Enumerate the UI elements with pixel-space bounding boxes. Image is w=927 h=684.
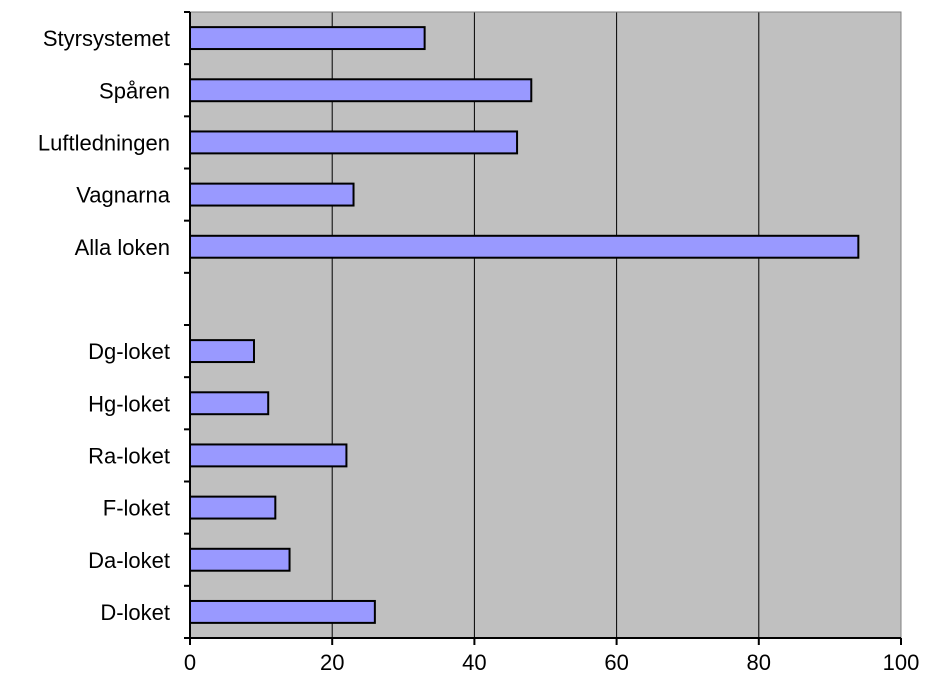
category-label: Hg-loket: [88, 391, 170, 416]
category-label: Da-loket: [88, 548, 170, 573]
category-label: Alla loken: [75, 235, 170, 260]
category-labels: Styrsystemet Spåren Luftledningen Vagnarna A…: [38, 26, 171, 625]
bar: [189, 130, 519, 155]
x-tick-label: 100: [883, 650, 920, 675]
bar: [189, 547, 291, 572]
bar: [189, 391, 270, 416]
category-label: Vagnarna: [76, 183, 171, 208]
category-label: Styrsystemet: [43, 26, 170, 51]
bar: [189, 26, 426, 51]
category-label: F-loket: [103, 496, 170, 521]
x-tick-label: 80: [747, 650, 771, 675]
bar: [189, 78, 533, 103]
x-tick-label: 40: [462, 650, 486, 675]
bar: [189, 495, 277, 520]
bar: [189, 443, 348, 468]
category-label: Spåren: [99, 78, 170, 103]
bar: [189, 234, 860, 259]
bar: [189, 182, 355, 207]
x-tick-label: 20: [320, 650, 344, 675]
axes: [184, 11, 902, 645]
category-label: Dg-loket: [88, 339, 170, 364]
category-label: Luftledningen: [38, 130, 170, 155]
category-label: D-loket: [100, 600, 170, 625]
x-tick-labels: 0 20 40 60 80 100: [184, 650, 919, 675]
bar: [189, 339, 255, 364]
x-tick-label: 60: [604, 650, 628, 675]
plot-area: [190, 12, 901, 638]
bar: [189, 599, 376, 624]
category-label: Ra-loket: [88, 443, 170, 468]
x-tick-label: 0: [184, 650, 196, 675]
